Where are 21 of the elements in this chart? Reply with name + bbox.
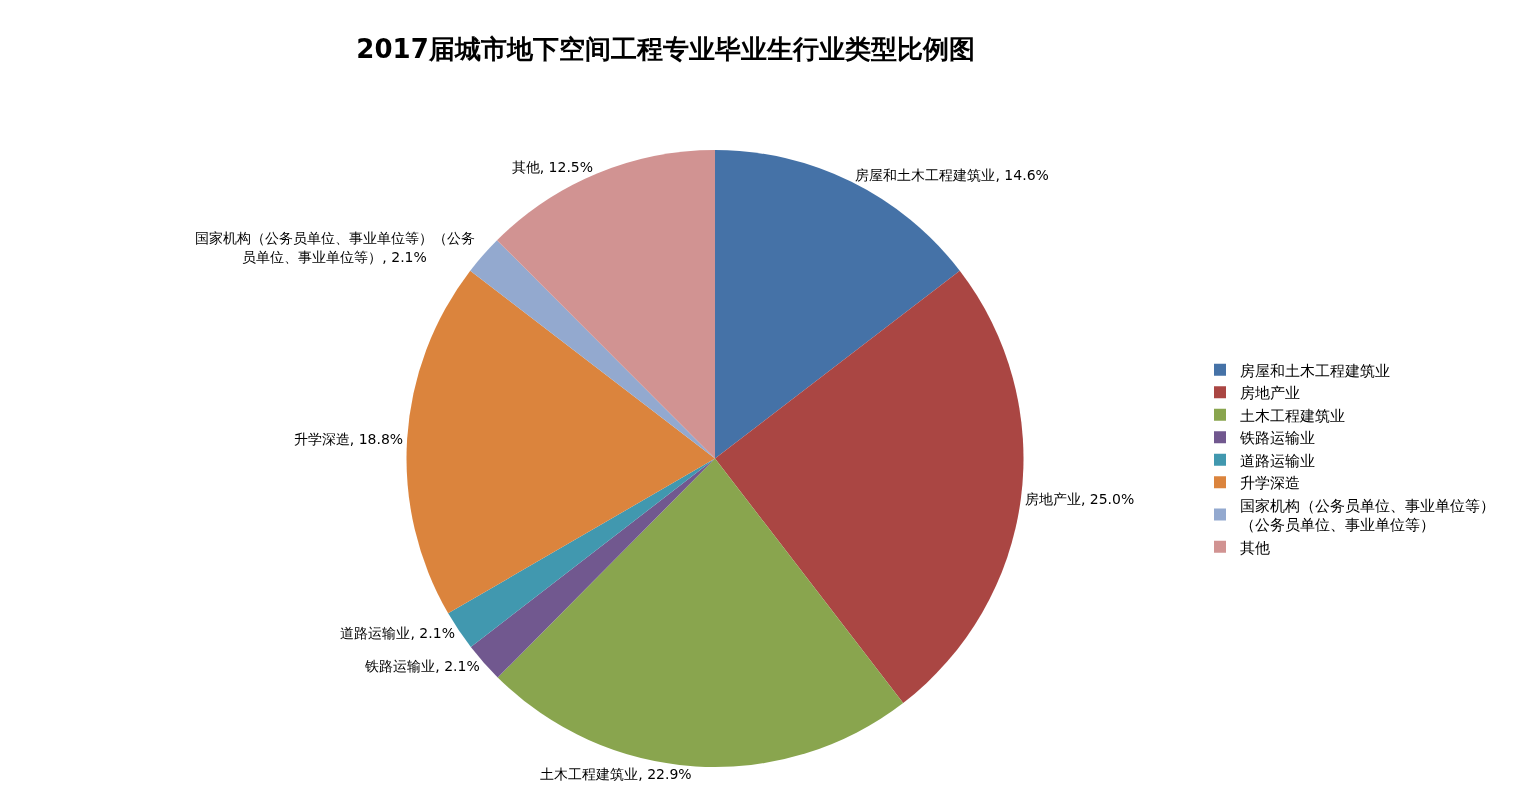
legend-label: 房屋和土木工程建筑业 [1240, 361, 1390, 380]
pie-slice [406, 270, 715, 614]
chart-title: 2017届城市地下空间工程专业毕业生行业类型比例图 [356, 33, 975, 64]
pie-slice [497, 150, 715, 459]
pie-slice [715, 270, 1024, 703]
pie-slice [497, 458, 904, 767]
legend-label: 其他 [1240, 538, 1270, 557]
legend-label: 道路运输业 [1240, 451, 1315, 470]
data-label: 升学深造, 18.8% [293, 430, 404, 447]
data-label: 国家机构（公务员单位、事业单位等）（公务员单位、事业单位等）, 2.1% [194, 230, 475, 265]
data-label: 铁路运输业, 2.1% [364, 658, 480, 675]
data-label: 土木工程建筑业, 22.9% [540, 766, 692, 783]
legend-label: 国家机构（公务员单位、事业单位等）（公务员单位、事业单位等） [1240, 496, 1495, 535]
legend-label: 土木工程建筑业 [1240, 406, 1345, 425]
legend-label: 升学深造 [1240, 474, 1300, 493]
legend-label: 房地产业 [1240, 384, 1300, 403]
legend-label: 铁路运输业 [1239, 429, 1315, 448]
data-label: 房地产业, 25.0% [1024, 490, 1135, 507]
data-label: 房屋和土木工程建筑业, 14.6% [855, 167, 1049, 184]
data-label: 其他, 12.5% [511, 158, 594, 175]
data-label: 道路运输业, 2.1% [340, 625, 455, 642]
